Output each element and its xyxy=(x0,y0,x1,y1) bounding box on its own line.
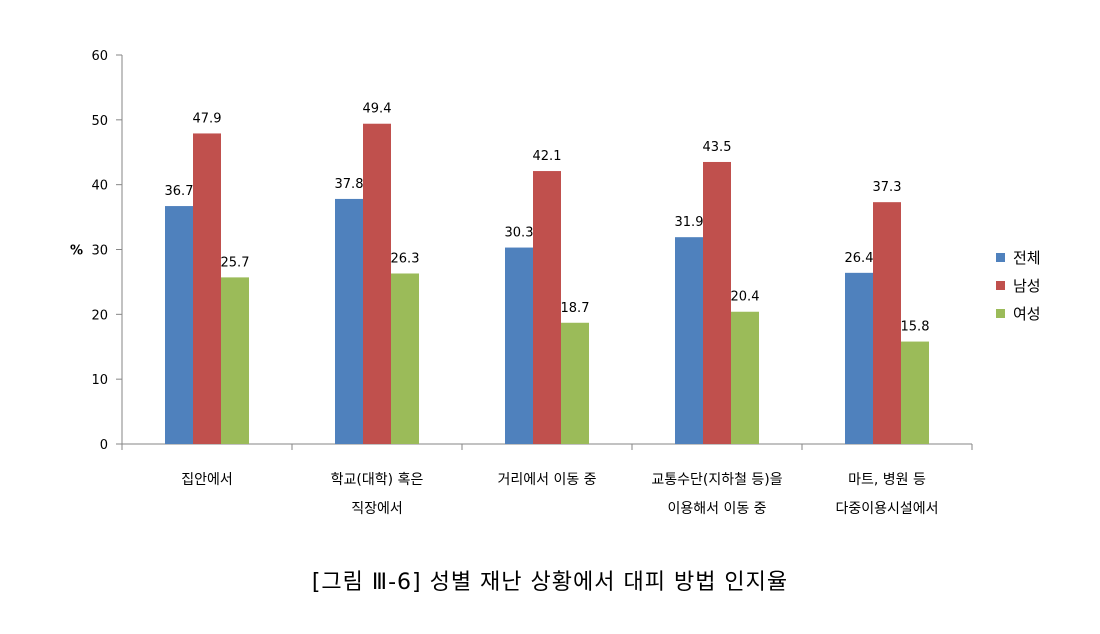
bar-전체-2 xyxy=(505,247,533,444)
data-label: 42.1 xyxy=(533,149,562,164)
data-label: 49.4 xyxy=(363,102,392,117)
y-tick-label: 50 xyxy=(91,114,108,129)
data-label: 26.3 xyxy=(391,251,420,266)
bar-여성-4 xyxy=(901,341,929,444)
bar-여성-1 xyxy=(391,273,419,444)
data-label: 43.5 xyxy=(703,140,732,155)
y-axis-label: % xyxy=(70,244,83,259)
data-label: 36.7 xyxy=(165,184,194,199)
data-label: 47.9 xyxy=(193,111,222,126)
figure-caption: [그림 Ⅲ-6] 성별 재난 상황에서 대피 방법 인지율 xyxy=(311,570,789,595)
data-label: 15.8 xyxy=(901,320,930,335)
bar-여성-0 xyxy=(221,277,249,444)
data-label: 37.8 xyxy=(335,177,364,192)
x-tick-label: 학교(대학) 혹은 xyxy=(331,472,424,488)
x-tick-label: 직장에서 xyxy=(351,501,403,517)
bar-전체-0 xyxy=(165,206,193,444)
bar-chart: 0 10 20 30 40 50 60% 36.7 47.9 25.7 집안에서 37.8 49.4 2… xyxy=(70,49,1041,517)
legend-label: 여성 xyxy=(1013,305,1041,323)
data-label: 20.4 xyxy=(731,290,760,305)
data-label: 26.4 xyxy=(845,251,874,266)
legend-swatch xyxy=(996,253,1005,262)
chart-labels: 36.7 47.9 25.7 집안에서 37.8 49.4 26.3 학교(대학) 혹은직장에… xyxy=(165,102,939,517)
x-tick-label: 마트, 병원 등 xyxy=(848,472,926,488)
bar-전체-1 xyxy=(335,198,363,444)
x-tick-label: 이용해서 이동 중 xyxy=(667,501,766,517)
y-tick-label: 40 xyxy=(91,179,108,194)
x-tick-label: 집안에서 xyxy=(181,472,233,488)
y-tick-label: 0 xyxy=(100,438,108,453)
bar-남성-3 xyxy=(703,161,731,444)
data-label: 30.3 xyxy=(505,226,534,241)
y-tick-label: 20 xyxy=(91,308,108,323)
x-tick-label: 다중이용시설에서 xyxy=(835,501,938,517)
x-tick-label: 거리에서 이동 중 xyxy=(497,472,596,488)
bar-남성-2 xyxy=(533,171,561,444)
bar-남성-1 xyxy=(363,123,391,445)
bar-여성-2 xyxy=(561,322,589,444)
y-tick-label: 60 xyxy=(91,49,108,64)
data-label: 31.9 xyxy=(675,215,704,230)
legend-label: 남성 xyxy=(1013,277,1041,295)
data-label: 25.7 xyxy=(221,255,250,270)
x-tick-label: 교통수단(지하철 등)을 xyxy=(651,472,782,488)
data-label: 18.7 xyxy=(561,301,590,316)
legend-swatch xyxy=(996,309,1005,318)
y-tick-label: 30 xyxy=(91,244,108,259)
bar-전체-4 xyxy=(845,272,873,444)
chart-axes: 0 10 20 30 40 50 60% xyxy=(70,49,973,453)
bar-전체-3 xyxy=(675,237,703,444)
legend-label: 전체 xyxy=(1013,249,1041,267)
y-tick-label: 10 xyxy=(91,373,108,388)
legend-swatch xyxy=(996,281,1005,290)
data-label: 37.3 xyxy=(873,180,902,195)
bar-남성-4 xyxy=(873,202,901,444)
bar-여성-3 xyxy=(731,311,759,444)
bar-남성-0 xyxy=(193,133,221,444)
chart-bars xyxy=(165,123,929,445)
